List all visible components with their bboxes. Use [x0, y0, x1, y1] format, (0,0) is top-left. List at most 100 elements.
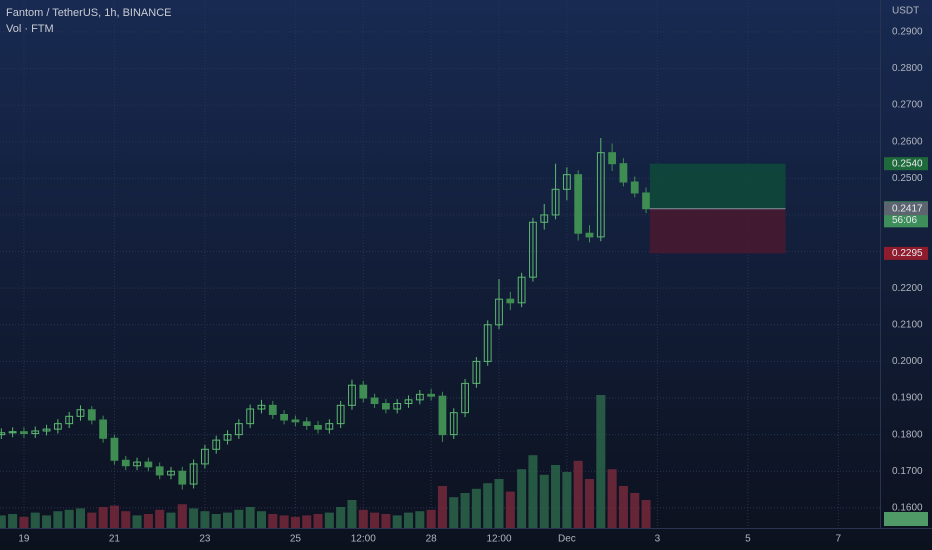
- candle-body: [167, 470, 175, 476]
- candle-body: [268, 404, 277, 415]
- candle-body: [201, 448, 209, 465]
- y-tick-label: 0.2700: [892, 100, 923, 111]
- x-tick-label: 12:00: [351, 534, 376, 545]
- volume-bar: [75, 508, 86, 528]
- candle-body: [596, 152, 605, 238]
- candle-body: [370, 397, 379, 405]
- candle-body: [189, 463, 198, 485]
- candle-body: [630, 181, 639, 194]
- candle-body: [608, 152, 617, 165]
- candle-body: [427, 393, 436, 397]
- price-badge-label: 0.2540: [892, 158, 923, 169]
- volume-bar: [437, 486, 447, 528]
- candle-body: [223, 434, 232, 441]
- y-tick-label: 0.1700: [892, 466, 923, 477]
- volume-bar: [121, 511, 131, 528]
- price-badge-label: 0.2295: [892, 248, 923, 259]
- x-tick-label: 19: [18, 534, 30, 545]
- volume-bar: [64, 509, 74, 528]
- y-tick-label: 0.2900: [892, 26, 923, 37]
- volume-bar: [0, 515, 6, 528]
- volume-bar: [403, 512, 414, 528]
- price-badge-label: 0.2417: [892, 203, 923, 214]
- x-tick-label: 21: [109, 534, 121, 545]
- candle-body: [280, 413, 288, 421]
- x-tick-label: 25: [290, 534, 302, 545]
- candle-body: [336, 404, 345, 425]
- volume-bar: [234, 509, 244, 528]
- candle-body: [121, 459, 130, 467]
- candle-body: [483, 324, 492, 362]
- position-profit: [649, 163, 786, 209]
- candle-body: [8, 431, 17, 434]
- volume-bar: [211, 514, 221, 528]
- x-tick-label: 7: [836, 534, 842, 545]
- y-tick-label: 0.1800: [892, 429, 923, 440]
- candle-body: [449, 412, 458, 436]
- candle-body: [155, 466, 164, 476]
- x-tick-label: 5: [745, 534, 751, 545]
- candle-body: [551, 188, 560, 216]
- volume-bar: [166, 512, 176, 528]
- x-tick-label: Dec: [558, 534, 576, 545]
- volume-bar: [189, 508, 199, 528]
- candle-body: [212, 439, 221, 450]
- volume-bar: [562, 472, 572, 528]
- volume-bar: [392, 515, 402, 528]
- volume-bar: [87, 512, 97, 528]
- volume-bar: [607, 469, 617, 528]
- candle-body: [359, 384, 368, 399]
- candle-body: [42, 428, 51, 432]
- candle-body: [325, 423, 334, 430]
- candle-body: [438, 395, 447, 436]
- volume-bar: [19, 516, 29, 528]
- x-tick-label: 3: [655, 534, 661, 545]
- y-tick-label: 0.2500: [892, 173, 923, 184]
- y-tick-label: 0.1900: [892, 393, 923, 404]
- candle-body: [87, 409, 96, 421]
- volume-bar: [517, 469, 527, 528]
- volume-bar: [528, 455, 538, 528]
- candle-body: [234, 423, 243, 436]
- volume-bar: [53, 511, 63, 528]
- volume-bar: [370, 512, 380, 528]
- candle-body: [257, 404, 266, 410]
- volume-bar: [290, 516, 300, 528]
- y-tick-label: 0.1600: [892, 503, 923, 514]
- price-badge: [884, 202, 928, 216]
- volume-bar: [630, 493, 640, 528]
- candle-body: [348, 384, 356, 406]
- volume-bar: [584, 479, 595, 528]
- candle-body: [144, 461, 153, 468]
- volume-bar: [109, 505, 119, 528]
- volume-bar: [324, 512, 334, 528]
- volume-bar: [471, 488, 481, 528]
- volume-bar: [302, 515, 312, 528]
- candle-body: [314, 424, 322, 430]
- candle-body: [415, 393, 424, 401]
- x-tick-label: 28: [426, 534, 438, 545]
- candle-body: [585, 232, 594, 238]
- candle-body: [291, 419, 300, 423]
- volume-bar: [200, 511, 210, 528]
- volume-bar: [449, 497, 459, 528]
- x-tick-label: 23: [199, 534, 211, 545]
- y-tick-label: 0.2000: [892, 356, 923, 367]
- candle-body: [382, 403, 390, 410]
- chart-title: Fantom / TetherUS, 1h, BINANCE: [6, 7, 171, 19]
- candle-body: [31, 430, 40, 435]
- volume-bar: [347, 500, 357, 528]
- volume-bar: [279, 515, 289, 528]
- volume-bar: [98, 507, 108, 528]
- volume-bar: [143, 514, 153, 528]
- volume-bar: [155, 509, 165, 528]
- volume-bar: [313, 514, 323, 528]
- volume-bar: [494, 479, 504, 528]
- candle-body: [302, 421, 311, 426]
- volume-bar: [381, 514, 391, 528]
- candle-body: [495, 298, 503, 326]
- candle-body: [110, 437, 119, 461]
- volume-bar: [132, 515, 142, 528]
